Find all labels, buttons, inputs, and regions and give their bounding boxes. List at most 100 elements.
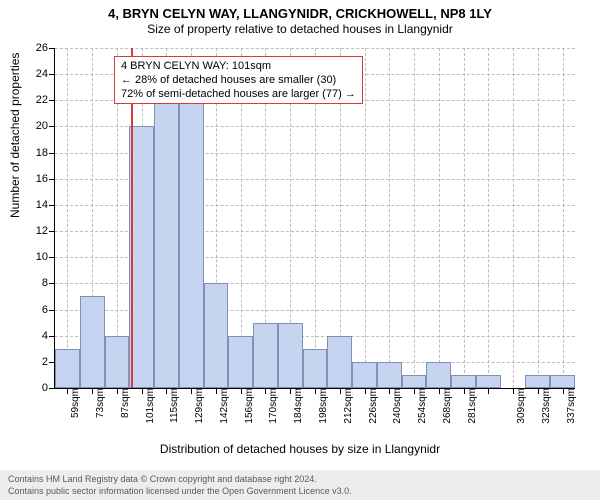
x-tick: [389, 388, 390, 394]
gridline-vertical: [414, 48, 415, 388]
x-tick: [488, 388, 489, 394]
x-tick-label: 254sqm: [417, 388, 428, 438]
gridline-vertical: [488, 48, 489, 388]
x-tick: [439, 388, 440, 394]
x-tick-label: 309sqm: [516, 388, 527, 438]
x-tick-label: 59sqm: [70, 388, 81, 438]
x-tick: [290, 388, 291, 394]
x-tick: [241, 388, 242, 394]
x-tick-label: 184sqm: [293, 388, 304, 438]
bar: [303, 349, 328, 388]
y-tick: [49, 100, 55, 101]
bar: [426, 362, 451, 388]
x-tick: [166, 388, 167, 394]
x-tick: [538, 388, 539, 394]
x-tick: [191, 388, 192, 394]
x-tick-label: 87sqm: [120, 388, 131, 438]
y-tick-label: 26: [24, 42, 48, 54]
y-tick-label: 24: [24, 68, 48, 80]
x-tick-label: 115sqm: [169, 388, 180, 438]
gridline-vertical: [538, 48, 539, 388]
gridline-vertical: [513, 48, 514, 388]
x-tick-label: 156sqm: [244, 388, 255, 438]
bar: [105, 336, 130, 388]
y-tick: [49, 74, 55, 75]
y-tick: [49, 231, 55, 232]
chart-subtitle: Size of property relative to detached ho…: [0, 21, 600, 36]
bar: [55, 349, 80, 388]
x-tick-label: 240sqm: [392, 388, 403, 438]
x-tick-label: 142sqm: [219, 388, 230, 438]
y-tick-label: 18: [24, 147, 48, 159]
x-tick: [464, 388, 465, 394]
x-tick-label: 268sqm: [442, 388, 453, 438]
x-tick: [315, 388, 316, 394]
bar: [327, 336, 352, 388]
bar: [253, 323, 278, 388]
y-tick-label: 0: [24, 382, 48, 394]
y-tick-label: 8: [24, 277, 48, 289]
x-tick-label: 170sqm: [268, 388, 279, 438]
y-tick-label: 16: [24, 173, 48, 185]
y-tick-label: 10: [24, 251, 48, 263]
y-tick-label: 4: [24, 330, 48, 342]
x-tick-label: 337sqm: [566, 388, 577, 438]
annotation-line: 4 BRYN CELYN WAY: 101sqm: [121, 59, 356, 73]
y-tick: [49, 388, 55, 389]
gridline-vertical: [389, 48, 390, 388]
bar: [451, 375, 476, 388]
annotation-line: ← 28% of detached houses are smaller (30…: [121, 73, 356, 87]
bar: [352, 362, 377, 388]
bar: [129, 126, 154, 388]
footer: Contains HM Land Registry data © Crown c…: [0, 470, 600, 500]
annotation-line: 72% of semi-detached houses are larger (…: [121, 87, 356, 101]
x-tick: [365, 388, 366, 394]
x-tick: [92, 388, 93, 394]
x-tick-label: 226sqm: [368, 388, 379, 438]
bar: [402, 375, 427, 388]
bar: [204, 283, 229, 388]
chart-container: 4, BRYN CELYN WAY, LLANGYNIDR, CRICKHOWE…: [0, 0, 600, 500]
bar: [476, 375, 501, 388]
y-tick-label: 2: [24, 356, 48, 368]
y-tick: [49, 205, 55, 206]
y-tick: [49, 126, 55, 127]
x-tick: [265, 388, 266, 394]
x-tick: [513, 388, 514, 394]
x-tick: [216, 388, 217, 394]
x-tick-label: 212sqm: [343, 388, 354, 438]
gridline-vertical: [563, 48, 564, 388]
y-tick-label: 14: [24, 199, 48, 211]
y-tick-label: 20: [24, 120, 48, 132]
bar: [525, 375, 550, 388]
y-tick: [49, 336, 55, 337]
x-tick: [414, 388, 415, 394]
y-tick: [49, 48, 55, 49]
bar: [550, 375, 575, 388]
bar: [80, 296, 105, 388]
x-tick-label: 323sqm: [541, 388, 552, 438]
x-tick: [563, 388, 564, 394]
bar: [154, 100, 179, 388]
y-tick: [49, 153, 55, 154]
y-tick-label: 6: [24, 304, 48, 316]
y-axis-title: Number of detached properties: [8, 53, 22, 218]
annotation-box: 4 BRYN CELYN WAY: 101sqm ← 28% of detach…: [114, 56, 363, 104]
gridline-vertical: [439, 48, 440, 388]
x-tick-label: 129sqm: [194, 388, 205, 438]
x-tick: [340, 388, 341, 394]
x-tick-label: 281sqm: [467, 388, 478, 438]
x-tick: [67, 388, 68, 394]
y-tick: [49, 283, 55, 284]
chart-title: 4, BRYN CELYN WAY, LLANGYNIDR, CRICKHOWE…: [0, 0, 600, 21]
bar: [179, 100, 204, 388]
x-tick: [117, 388, 118, 394]
y-tick-label: 22: [24, 94, 48, 106]
y-tick-label: 12: [24, 225, 48, 237]
x-tick-label: 101sqm: [145, 388, 156, 438]
x-tick-label: 198sqm: [318, 388, 329, 438]
y-tick: [49, 310, 55, 311]
y-tick: [49, 257, 55, 258]
x-tick: [142, 388, 143, 394]
footer-line: Contains HM Land Registry data © Crown c…: [8, 473, 592, 485]
